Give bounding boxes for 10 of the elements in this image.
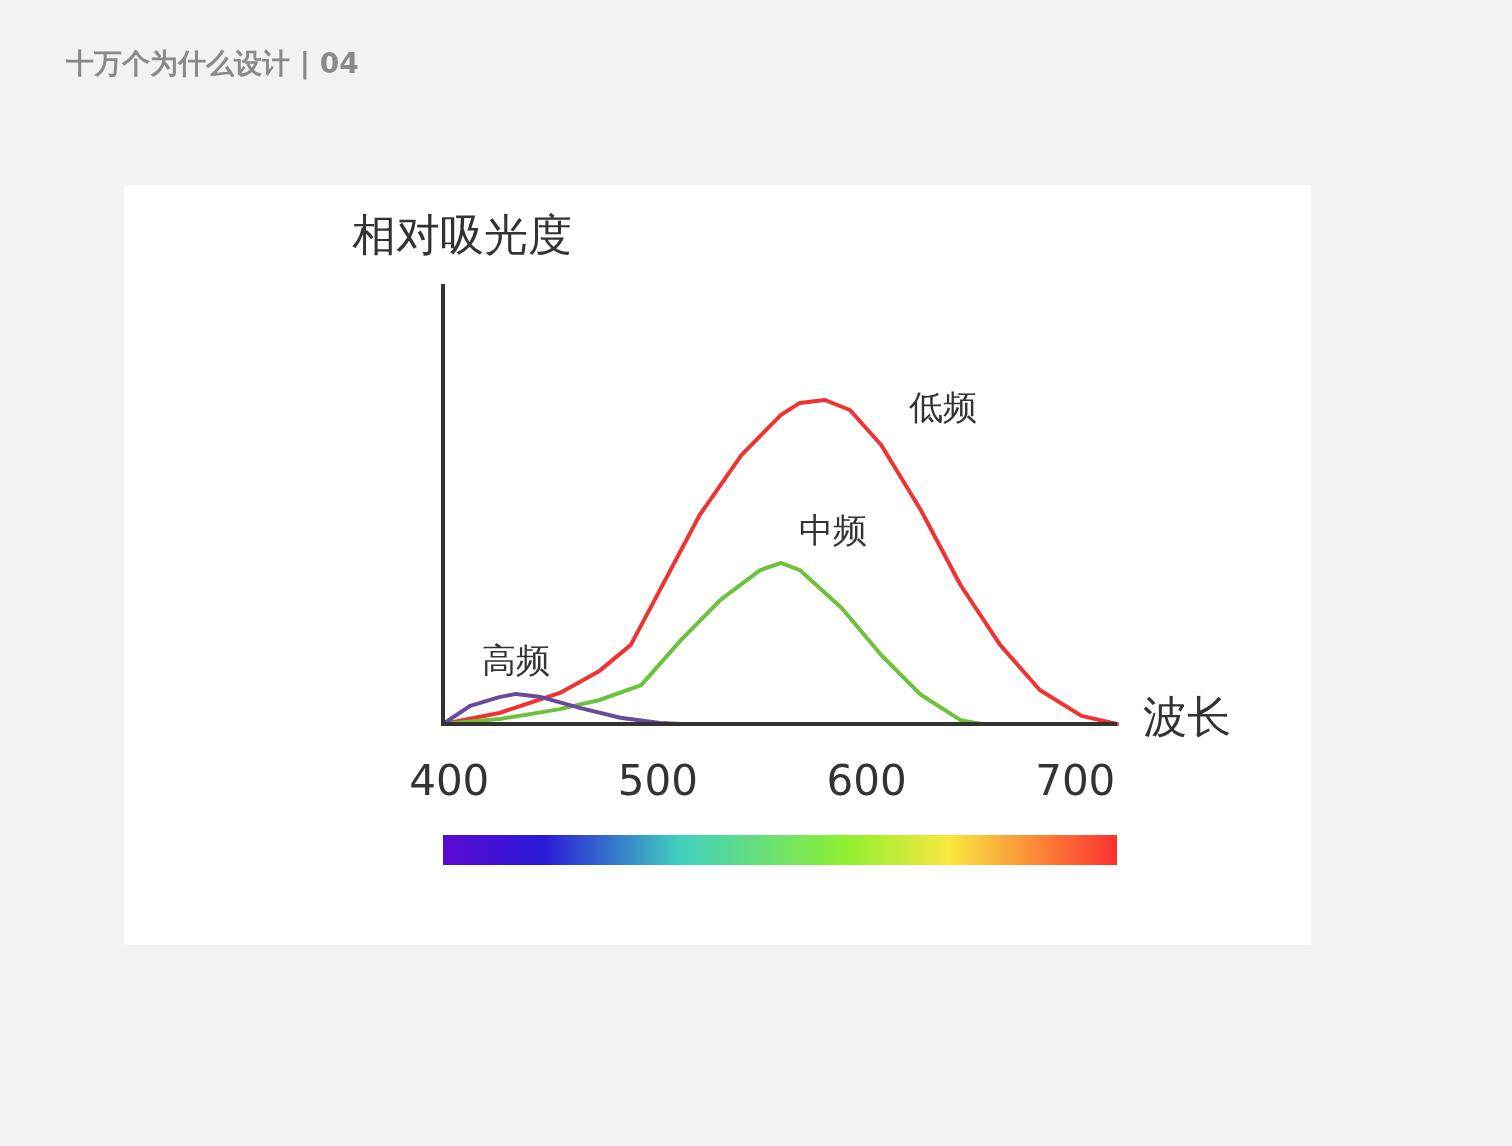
- series-label: 中频: [799, 509, 868, 550]
- x-tick-label: 400: [409, 756, 490, 805]
- x-axis-title: 波长: [1143, 691, 1231, 742]
- x-tick-label: 600: [826, 756, 907, 805]
- series-label: 低频: [908, 387, 977, 427]
- x-tick-label: 700: [1035, 756, 1116, 805]
- series-label: 高频: [482, 639, 551, 680]
- x-tick-label: 500: [617, 756, 699, 805]
- y-axis-title: 相对吸光度: [352, 209, 572, 260]
- text: 十万个为什么设计 | 04: [65, 47, 359, 80]
